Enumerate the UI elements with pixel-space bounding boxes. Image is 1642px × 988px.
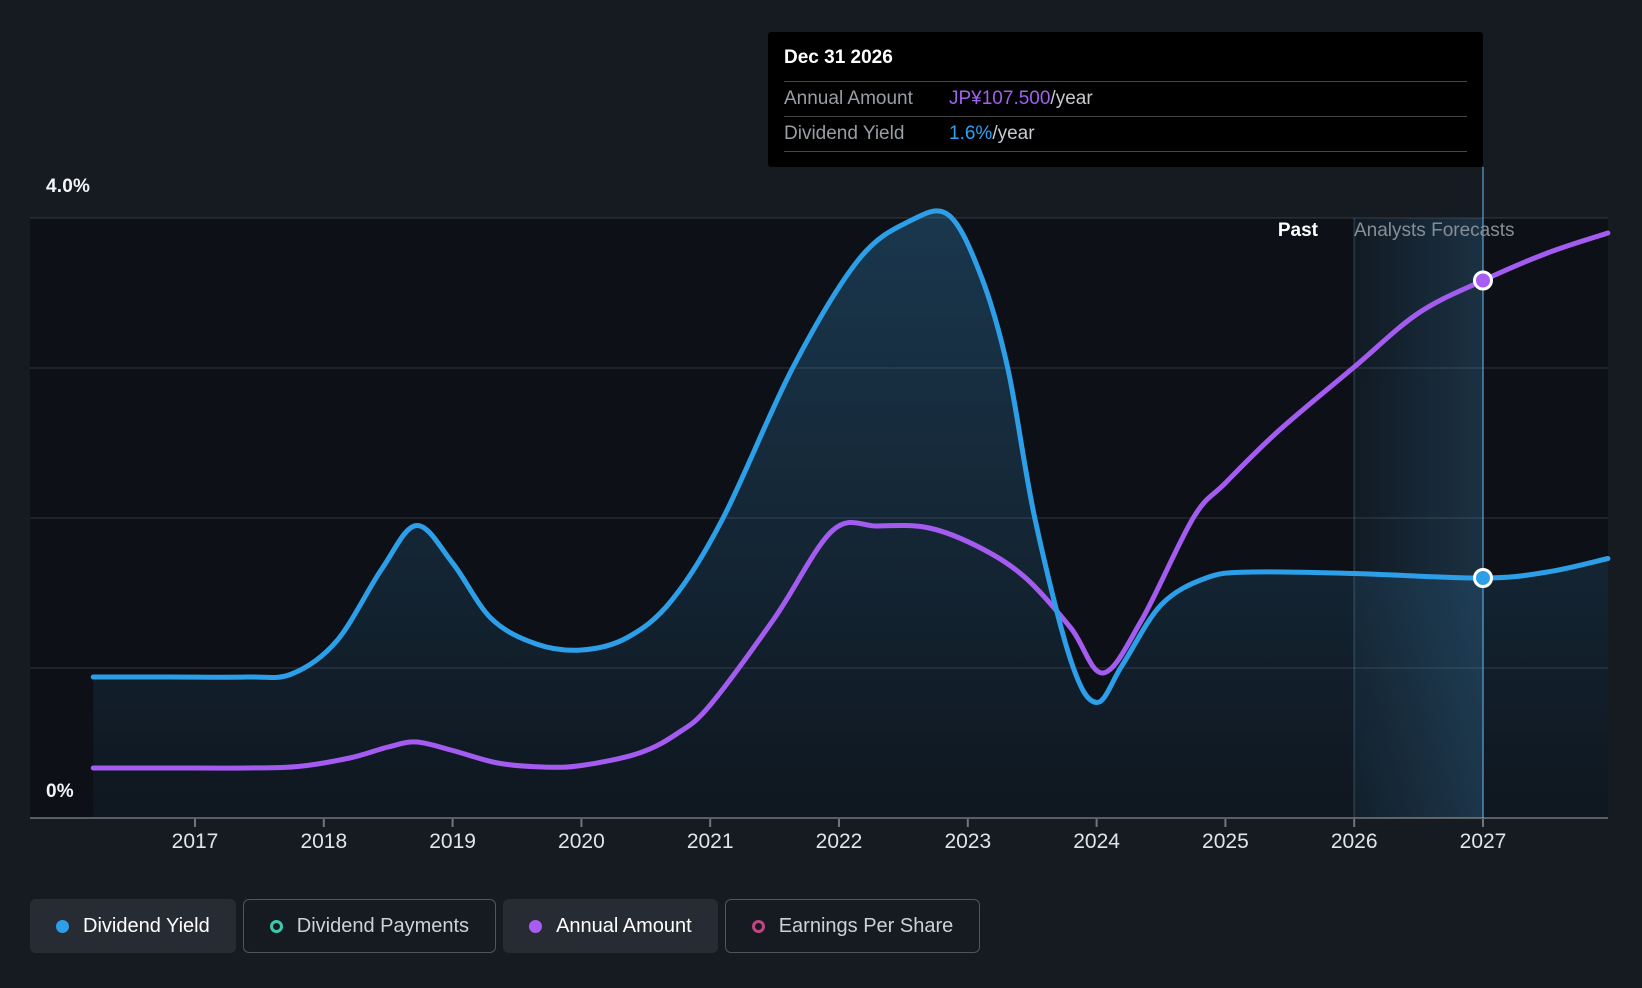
x-axis-year-label: 2020 xyxy=(558,830,605,853)
x-axis-year-label: 2017 xyxy=(171,830,219,853)
dividend-yield-line xyxy=(90,208,1611,705)
x-axis-year-label: 2025 xyxy=(1202,830,1249,853)
x-axis-year-label: 2021 xyxy=(686,830,734,853)
legend-item-label: Earnings Per Share xyxy=(778,914,954,937)
x-axis-year-label: 2026 xyxy=(1330,830,1378,853)
legend-item-label: Dividend Yield xyxy=(83,914,210,937)
tooltip-row-value: 1.6% xyxy=(949,123,993,144)
tooltip-row-suffix: /year xyxy=(992,123,1035,144)
x-axis-year-label: 2019 xyxy=(429,830,476,853)
tooltip-row-label: Annual Amount xyxy=(784,88,913,109)
x-axis-year-label: 2023 xyxy=(944,830,992,853)
hover-marker-dividend-yield xyxy=(1473,568,1493,588)
x-axis-year-label: 2027 xyxy=(1459,830,1507,853)
legend-item-dividend-payments[interactable]: Dividend Payments xyxy=(242,899,497,953)
x-axis-year-label: 2022 xyxy=(815,830,863,853)
tooltip-row: Dividend Yield 1.6%/year xyxy=(784,117,1467,152)
hover-tooltip: Dec 31 2026 Annual Amount JP¥107.500/year… xyxy=(768,32,1483,167)
tooltip-row: Annual Amount JP¥107.500/year xyxy=(784,82,1467,117)
x-axis-year-label: 2024 xyxy=(1073,830,1120,853)
legend-item-annual-amount[interactable]: Annual Amount xyxy=(503,899,718,953)
legend-item-label: Dividend Payments xyxy=(296,914,470,937)
ring-dot-icon xyxy=(269,919,283,933)
legend: Dividend Yield Dividend Payments Annual Am… xyxy=(30,899,981,953)
dividend-yield-area xyxy=(93,210,1608,818)
legend-item-dividend-yield[interactable]: Dividend Yield xyxy=(30,899,236,953)
filled-dot-icon xyxy=(56,919,69,933)
y-axis-label-min: 0% xyxy=(46,781,74,802)
legend-item-earnings-per-share[interactable]: Earnings Per Share xyxy=(724,899,981,953)
tooltip-row-value: JP¥107.500 xyxy=(949,88,1051,109)
annual-amount-line xyxy=(90,230,1611,771)
tooltip-date-title: Dec 31 2026 xyxy=(784,32,1467,82)
y-axis-label-max: 4.0% xyxy=(46,176,91,197)
past-label: Past xyxy=(1277,220,1318,241)
filled-dot-icon xyxy=(529,919,543,933)
ring-dot-icon xyxy=(751,919,765,933)
tooltip-row-suffix: /year xyxy=(1050,88,1093,109)
hover-marker-annual-amount xyxy=(1473,270,1493,291)
forecasts-label: Analysts Forecasts xyxy=(1354,220,1515,241)
tooltip-row-label: Dividend Yield xyxy=(784,123,905,144)
x-axis-year-label: 2018 xyxy=(300,830,348,853)
legend-item-label: Annual Amount xyxy=(556,914,692,937)
